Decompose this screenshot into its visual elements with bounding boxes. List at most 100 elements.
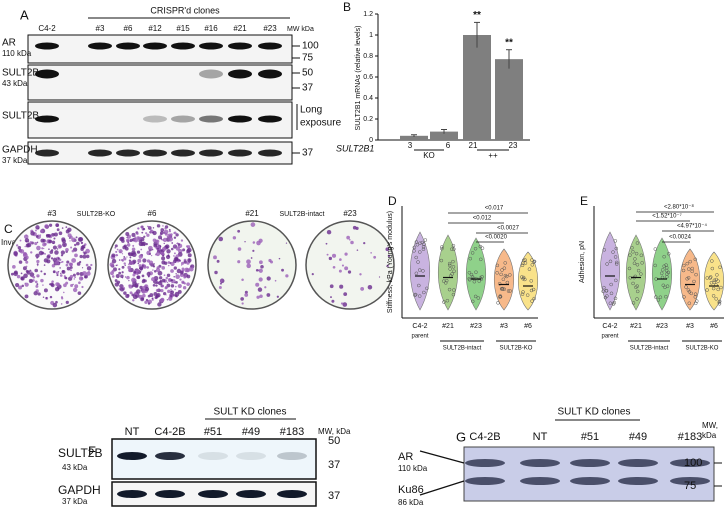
cell [118, 259, 121, 261]
cell [170, 290, 174, 295]
x-tick-label: #6 [710, 323, 718, 330]
cell [141, 265, 144, 267]
point [609, 291, 614, 296]
mw-marker: 100 [302, 41, 319, 52]
group-label: ++ [488, 151, 498, 160]
point [479, 257, 483, 262]
point [695, 299, 699, 303]
cell [184, 274, 188, 277]
cell [259, 294, 263, 299]
point [422, 242, 426, 246]
point [421, 269, 425, 273]
cell [152, 238, 157, 243]
cell [174, 282, 176, 284]
cell [161, 239, 163, 241]
lane-label: C4-2 [38, 24, 56, 33]
cell [166, 246, 169, 248]
cell [29, 272, 35, 277]
cell [152, 227, 155, 229]
cell [125, 232, 130, 236]
point [440, 246, 444, 251]
point [718, 265, 722, 270]
point [639, 253, 644, 258]
cell [237, 247, 242, 251]
cell [27, 241, 29, 243]
violin [652, 237, 672, 311]
cell [65, 229, 70, 234]
header: CRISPR'd clones [150, 5, 220, 15]
p-value: <1.52*10⁻⁷ [652, 213, 682, 220]
point [653, 263, 657, 268]
point [614, 246, 619, 251]
cell [184, 267, 190, 273]
point [499, 287, 504, 291]
cell [160, 251, 165, 256]
point [613, 296, 618, 301]
cell [160, 245, 162, 248]
point [473, 246, 478, 251]
band [570, 459, 610, 467]
cell [386, 264, 389, 268]
cell [141, 274, 145, 278]
cell [30, 271, 33, 273]
band [277, 452, 307, 460]
cell [57, 244, 62, 249]
point [605, 294, 609, 298]
mw-marker: 37 [328, 459, 340, 471]
band [171, 42, 195, 50]
cell [16, 274, 21, 279]
x-tick-label: #6 [524, 323, 532, 330]
cell [33, 291, 38, 296]
cell [266, 293, 271, 297]
point [708, 275, 713, 279]
cell [15, 282, 20, 288]
cell [90, 263, 93, 267]
cell [171, 282, 173, 284]
cell [161, 229, 164, 232]
point [615, 260, 619, 265]
point [665, 266, 669, 270]
cell [177, 289, 182, 294]
cell [29, 241, 33, 244]
point [452, 247, 456, 251]
cell [123, 257, 127, 261]
cell [43, 247, 45, 250]
band [258, 115, 282, 123]
point [686, 288, 691, 292]
point [602, 285, 606, 290]
cell [182, 286, 187, 290]
cell [140, 248, 143, 251]
cell [40, 278, 44, 283]
cell [259, 260, 263, 265]
cell [32, 275, 36, 279]
point [686, 276, 691, 280]
cell [60, 272, 62, 275]
point [470, 251, 475, 255]
lane-label: C4-2B [469, 431, 500, 443]
point [635, 289, 640, 294]
point [712, 278, 717, 283]
x-axis-label: SULT2B1 [336, 143, 374, 153]
cell [175, 254, 180, 258]
cell [61, 270, 65, 273]
lane-label: #23 [263, 24, 277, 33]
panel-label: E [580, 194, 588, 208]
cell [167, 289, 171, 294]
point [495, 271, 499, 275]
note: exposure [300, 118, 342, 129]
cell [43, 242, 47, 246]
cell [158, 235, 162, 240]
row-size: 37 kDa [62, 497, 88, 506]
band [88, 42, 112, 50]
point [532, 296, 536, 301]
cell [311, 273, 314, 276]
cell [78, 276, 84, 281]
cell [152, 283, 156, 287]
cell [339, 258, 342, 261]
cell [118, 268, 121, 271]
well-label: #23 [343, 209, 357, 218]
point [664, 294, 668, 299]
cell [328, 256, 333, 261]
point [719, 285, 723, 290]
